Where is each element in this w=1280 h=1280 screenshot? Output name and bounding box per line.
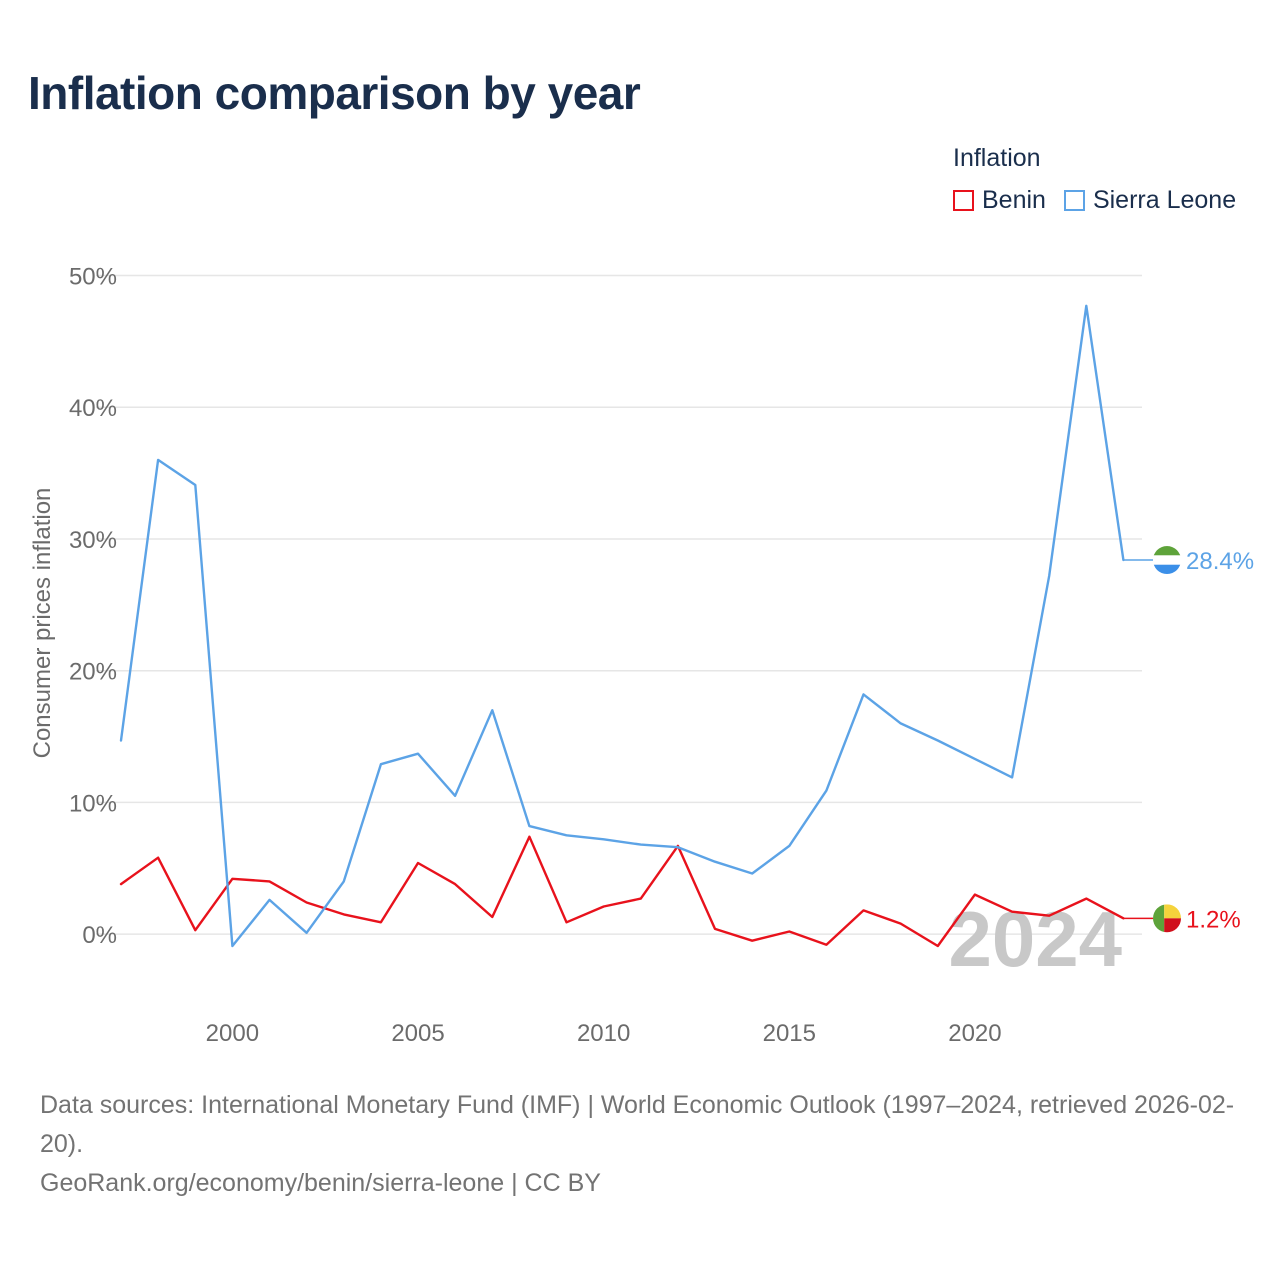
legend-label-sierra-leone: Sierra Leone	[1092, 186, 1237, 214]
y-tick-label: 20%	[69, 659, 117, 686]
legend-title: Inflation	[953, 144, 1041, 172]
y-tick-label: 50%	[69, 264, 117, 291]
line-chart: 0% 10% 20% 30% 40% 50% 2000 2005 2010 2015 2020 Co…	[29, 264, 1254, 1047]
x-tick-label: 2000	[206, 1020, 259, 1047]
legend-swatch-benin	[953, 190, 974, 211]
series-line-sierra-leone[interactable]	[119, 304, 1125, 948]
x-tick-label: 2005	[391, 1020, 444, 1047]
y-axis-label: Consumer prices inflation	[29, 488, 56, 759]
end-label-benin: 1.2%	[1186, 906, 1241, 933]
footer-credit[interactable]: GeoRank.org/economy/benin/sierra-leone |…	[40, 1169, 601, 1197]
flag-icon-sierra-leone	[1153, 546, 1181, 575]
x-tick-label: 2020	[948, 1020, 1001, 1047]
legend-item-sierra-leone[interactable]: Sierra Leone	[1063, 186, 1237, 215]
footer: Data sources: International Monetary Fun…	[40, 1086, 1250, 1203]
x-tick-label: 2010	[577, 1020, 630, 1047]
footer-sources: Data sources: International Monetary Fun…	[40, 1091, 1235, 1158]
legend: Benin Sierra Leone	[953, 186, 1254, 215]
chart-title: Inflation comparison by year	[28, 67, 641, 119]
x-tick-label: 2015	[763, 1020, 816, 1047]
legend-item-benin[interactable]: Benin	[953, 186, 1046, 215]
y-tick-label: 30%	[69, 527, 117, 554]
y-tick-label: 40%	[69, 395, 117, 422]
year-watermark: 2024	[948, 895, 1122, 983]
y-tick-label: 10%	[69, 790, 117, 817]
legend-swatch-sierra-leone	[1063, 190, 1085, 211]
series-line-benin[interactable]	[119, 835, 1125, 948]
y-tick-label: 0%	[82, 922, 117, 949]
legend-label-benin: Benin	[982, 186, 1046, 214]
end-label-sierra-leone: 28.4%	[1186, 548, 1254, 575]
